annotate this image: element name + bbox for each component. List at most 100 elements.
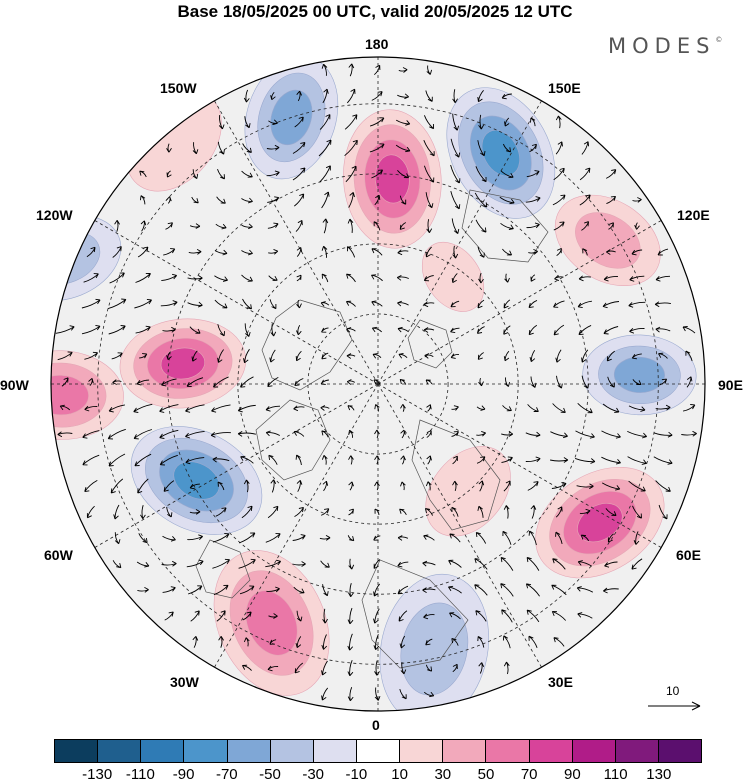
wind-vector-368 xyxy=(658,504,668,520)
wind-vector-374 xyxy=(238,532,256,544)
wind-vector-405 xyxy=(500,556,514,571)
wind-vector-329 xyxy=(243,479,250,493)
wind-vector-148 xyxy=(554,275,564,282)
wind-vector-4 xyxy=(426,65,433,75)
wind-vector-321 xyxy=(627,456,647,465)
wind-vector-134 xyxy=(187,275,203,281)
colorbar-tick-label: -90 xyxy=(172,766,195,783)
wind-vector-246 xyxy=(607,376,615,388)
wind-vector-228 xyxy=(112,379,122,385)
colorbar-segment-9 xyxy=(443,740,487,762)
wind-vector-332 xyxy=(322,480,329,492)
wind-vector-399 xyxy=(348,558,355,570)
wind-vector-208 xyxy=(243,348,250,364)
wind-vector-28 xyxy=(530,117,536,127)
copyright-mark: © xyxy=(715,36,723,44)
wind-vector-167 xyxy=(450,300,460,308)
wind-vector-317 xyxy=(525,456,541,463)
wind-vector-162 xyxy=(320,301,330,307)
wind-vector-188 xyxy=(371,326,383,333)
wind-vector-449 xyxy=(243,637,250,647)
lon-label-180: 180 xyxy=(365,36,389,52)
wind-vector-151 xyxy=(629,275,645,282)
wind-vector-79 xyxy=(474,192,488,208)
wind-vector-416 xyxy=(266,586,280,593)
wind-vector-99 xyxy=(451,218,460,234)
wind-vector-57 xyxy=(397,170,410,179)
wind-vector-17 xyxy=(244,116,251,129)
wind-vector-476 xyxy=(399,688,407,700)
wind-vector-10 xyxy=(371,91,383,101)
colorbar-segment-1 xyxy=(98,740,142,762)
wind-vector-389 xyxy=(633,531,640,545)
wind-vector-260 xyxy=(320,405,330,411)
wind-vector-85 xyxy=(632,197,642,203)
wind-vector-130 xyxy=(83,273,99,283)
colorbar-segment-14 xyxy=(658,740,702,762)
anomaly-contour-12-1 xyxy=(575,212,641,269)
wind-vector-111 xyxy=(188,249,202,255)
wind-vector-232 xyxy=(212,376,229,388)
wind-vector-179 xyxy=(135,325,151,334)
wind-vector-31 xyxy=(192,142,199,155)
wind-vector-328 xyxy=(217,481,225,491)
meridian-150 xyxy=(377,100,542,385)
wind-vector-452 xyxy=(321,634,328,650)
wind-vector-350 xyxy=(189,509,201,515)
wind-vector-266 xyxy=(476,405,486,411)
wind-vector-64 xyxy=(579,167,591,181)
wind-vector-253 xyxy=(133,403,153,413)
lon-label-120w: 120W xyxy=(36,207,73,223)
wind-vector-120 xyxy=(425,246,432,258)
anomaly-contour-0-3 xyxy=(375,154,410,204)
wind-vector-67 xyxy=(166,196,172,204)
wind-vector-76 xyxy=(399,195,407,205)
wind-vector-196 xyxy=(578,324,592,336)
wind-vector-290 xyxy=(451,431,459,437)
coastline-1 xyxy=(255,399,331,481)
wind-vector-160 xyxy=(269,299,277,310)
wind-vector-159 xyxy=(242,298,252,310)
wind-vector-97 xyxy=(399,222,407,230)
wind-vector-169 xyxy=(503,299,511,309)
wind-vector-424 xyxy=(474,584,488,596)
wind-vector-137 xyxy=(268,275,278,282)
wind-vector-363 xyxy=(530,505,537,519)
wind-vector-460 xyxy=(528,635,538,648)
colorbar-tick-label: -10 xyxy=(345,766,368,783)
wind-vector-45 xyxy=(555,141,563,155)
wind-vector-12 xyxy=(425,90,433,102)
wind-vector-283 xyxy=(265,430,281,437)
wind-vector-397 xyxy=(292,561,306,567)
wind-vector-404 xyxy=(474,558,488,570)
wind-vector-128 xyxy=(631,249,643,256)
wind-vector-309 xyxy=(321,454,328,465)
wind-vector-382 xyxy=(449,533,461,543)
wind-vector-166 xyxy=(423,301,435,308)
wind-vector-39 xyxy=(395,144,411,153)
wind-vector-423 xyxy=(448,585,462,594)
wind-vector-380 xyxy=(397,535,409,541)
wind-vector-211 xyxy=(321,352,329,360)
wind-vector-50 xyxy=(217,168,225,180)
wind-vector-341 xyxy=(551,482,567,489)
wind-vector-63 xyxy=(553,167,565,181)
wind-vector-115 xyxy=(296,247,303,257)
wind-vector-155 xyxy=(134,298,152,309)
wind-vector-462 xyxy=(242,664,252,671)
colorbar-tick-label: -70 xyxy=(215,766,238,783)
wind-vector-2 xyxy=(374,64,381,76)
wind-vector-56 xyxy=(371,169,384,179)
wind-vector-411 xyxy=(137,587,149,593)
wind-vector-282 xyxy=(237,431,257,437)
wind-vector-445 xyxy=(551,611,567,621)
wind-vector-102 xyxy=(526,222,540,229)
wind-vector-172 xyxy=(577,300,592,309)
wind-vector-236 xyxy=(320,379,329,385)
wind-vector-457 xyxy=(451,637,459,646)
wind-vector-338 xyxy=(478,480,485,492)
wind-vector-43 xyxy=(502,143,512,153)
wind-vector-243 xyxy=(530,376,537,388)
wind-vector-74 xyxy=(348,192,355,208)
